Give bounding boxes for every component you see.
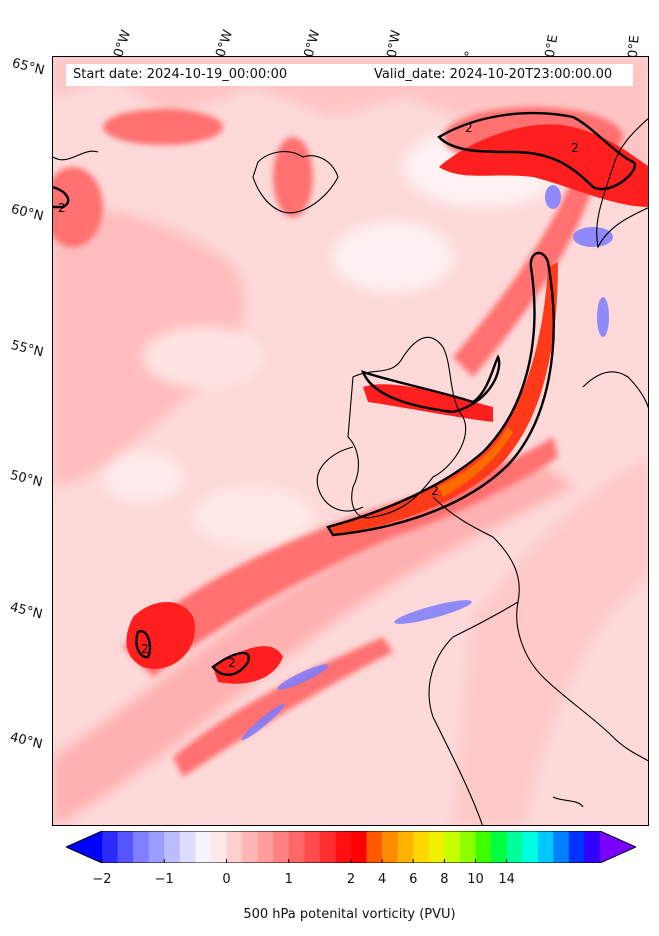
contour-label-jet: 2: [431, 484, 439, 498]
map-panel: 2 2 2 2 2 2: [52, 56, 649, 826]
lat-label-65n: 65°N: [10, 56, 46, 79]
colorbar-swatch: [335, 831, 352, 863]
colorbar-swatch: [568, 831, 585, 863]
lat-label-55n: 55°N: [9, 338, 45, 361]
lat-label-45n: 45°N: [8, 600, 44, 623]
contour-label-atlantic-south: 2: [228, 656, 236, 670]
lat-label-50n: 50°N: [8, 468, 44, 491]
contour-label-atlantic-west: 2: [141, 642, 149, 656]
colorbar-swatch: [506, 831, 523, 863]
colorbar-swatch: [273, 831, 290, 863]
colorbar-swatch: [148, 831, 165, 863]
colorbar-swatch: [553, 831, 570, 863]
colorbar-tick-label: 8: [440, 872, 449, 887]
colorbar-tick-label: −2: [92, 872, 112, 887]
colorbar-swatch: [117, 831, 134, 863]
lat-label-40n: 40°N: [8, 730, 44, 753]
date-info-box: Start date: 2024-10-19_00:00:00 Valid_da…: [66, 64, 633, 86]
colorbar-swatch: [351, 831, 368, 863]
colorbar-swatch: [242, 831, 259, 863]
colorbar-swatch: [195, 831, 212, 863]
colorbar-tick-label: 14: [498, 872, 515, 887]
colorbar-tick-label: 10: [467, 872, 484, 887]
colorbar-swatch: [584, 831, 601, 863]
colorbar-swatch: [491, 831, 508, 863]
colorbar-tick-label: 6: [409, 872, 418, 887]
colorbar-swatch: [226, 831, 243, 863]
colorbar-swatch: [459, 831, 476, 863]
colorbar-swatch: [537, 831, 554, 863]
colorbar-tick-label: 4: [377, 872, 387, 887]
vorticity-map: 2 2 2 2 2 2: [53, 57, 648, 825]
colorbar-swatch: [102, 831, 119, 863]
colorbar-tick-label: 2: [346, 872, 356, 887]
colorbar: [66, 831, 636, 863]
start-date-label: Start date: 2024-10-19_00:00:00: [73, 67, 288, 82]
colorbar-swatch: [304, 831, 321, 863]
contour-label-iceland-sea: 2: [465, 121, 473, 135]
colorbar-swatch: [413, 831, 430, 863]
colorbar-swatch: [522, 831, 539, 863]
colorbar-swatch: [428, 831, 445, 863]
colorbar-swatch: [366, 831, 383, 863]
colorbar-extend-low: [66, 831, 102, 863]
colorbar-swatch: [382, 831, 399, 863]
colorbar-title: 500 hPa potenital vorticity (PVU): [243, 907, 456, 922]
contour-label-norway: 2: [571, 141, 579, 155]
colorbar-swatch: [288, 831, 305, 863]
coastlines: [53, 118, 648, 825]
contour-label-greenland: 2: [58, 201, 66, 215]
pv2-contours: [53, 111, 637, 676]
colorbar-tick-label: 0: [222, 872, 231, 887]
colorbar-swatch: [397, 831, 414, 863]
jet-core: [438, 427, 513, 497]
colorbar-swatch: [319, 831, 336, 863]
colorbar-swatch: [210, 831, 227, 863]
colorbar-tick-label: −1: [154, 872, 174, 887]
colorbar-tick-label: 1: [284, 872, 293, 887]
colorbar-extend-high: [600, 831, 636, 863]
lat-label-60n: 60°N: [9, 202, 45, 225]
colorbar-swatch: [257, 831, 274, 863]
colorbar-swatch: [444, 831, 461, 863]
colorbar-swatch: [179, 831, 196, 863]
colorbar-swatch: [164, 831, 181, 863]
pv-negative-field: [241, 185, 613, 741]
colorbar-swatch: [475, 831, 492, 863]
pv-strong-field: [126, 124, 648, 684]
valid-date-label: Valid_date: 2024-10-20T23:00:00.00: [374, 67, 613, 82]
colorbar-swatch: [133, 831, 150, 863]
